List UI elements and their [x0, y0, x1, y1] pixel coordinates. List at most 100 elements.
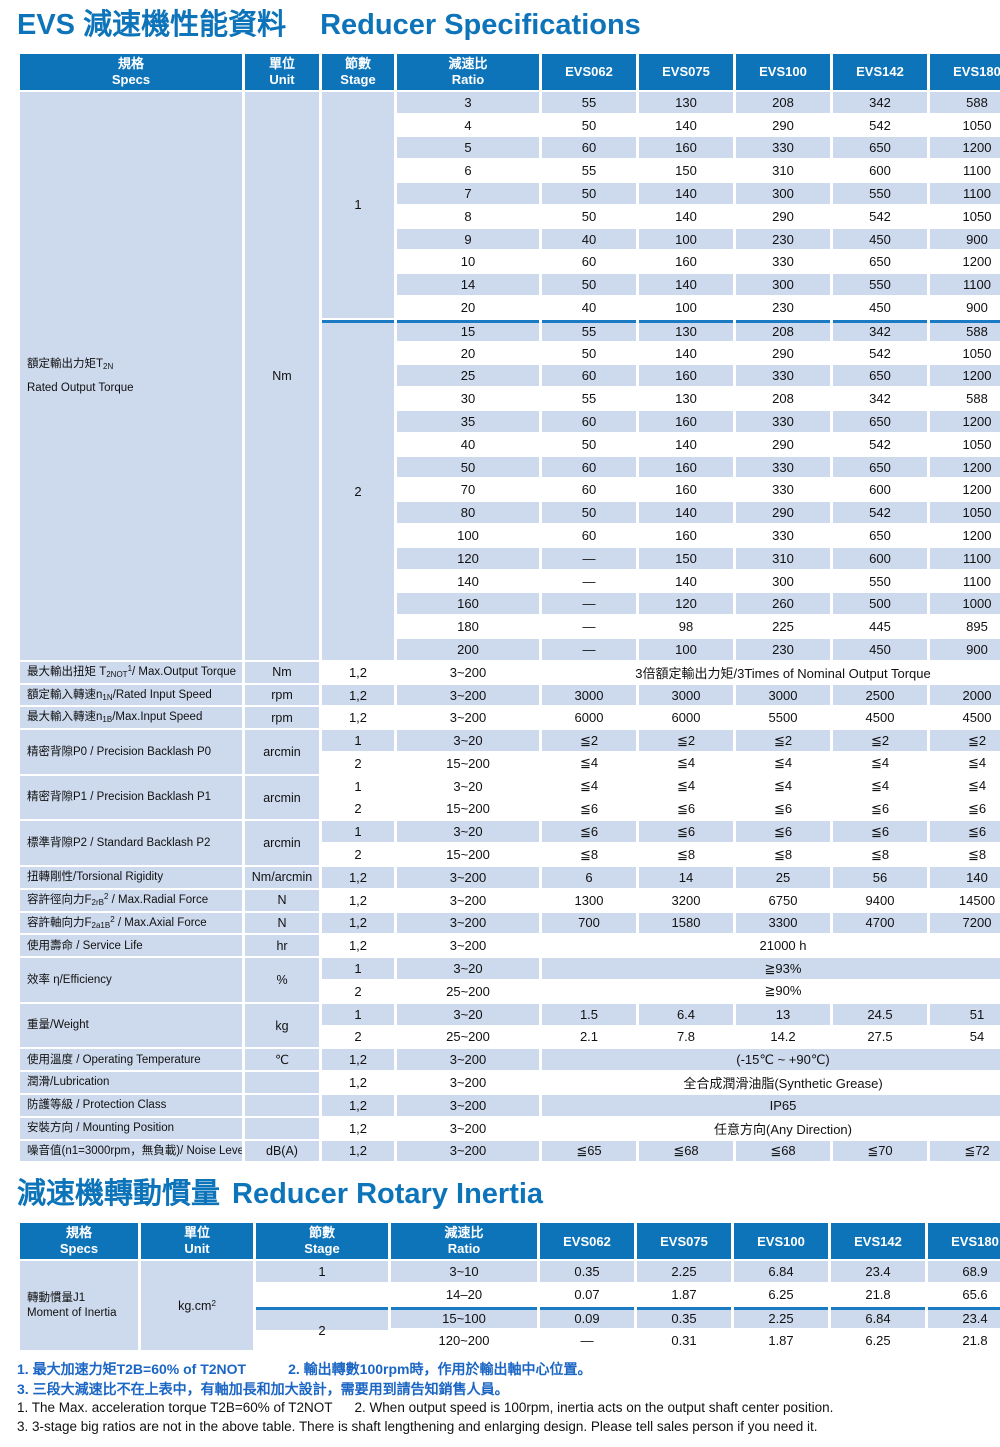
spec-row: 2 15~200 ≦8 ≦8 ≦8 ≦8 ≦8: [20, 844, 1000, 865]
value-cell: ≦4: [773, 778, 793, 794]
ratio-row: 160—120 260 500 1000: [20, 593, 1000, 615]
stage-cell: 2: [322, 319, 394, 660]
value-cell: 40: [542, 228, 636, 250]
value-cell: 14: [639, 866, 733, 888]
value-cell: 300: [736, 183, 830, 204]
spec-row: 精密背隙P1 / Precision Backlash P1 arcmin 1 3~2…: [20, 775, 1000, 820]
ratio-cell: 15~200: [446, 801, 490, 817]
page-title-zh: EVS 減速機性能資料: [17, 9, 287, 41]
spec-row: 精密背隙P0 / Precision Backlash P0 arcmin 1 3~2…: [20, 730, 1000, 774]
spec-row: 最大輸入轉速n1B/Max.Input Speed rpm 1,2 3~200 6000…: [20, 707, 1000, 729]
value-cell: 550: [869, 573, 891, 589]
value-cell: ≦68: [736, 1140, 830, 1162]
value-cell: 21.8: [962, 1332, 988, 1348]
value-cell: 50: [581, 117, 597, 133]
value-cell: 650: [833, 411, 927, 432]
ratio-cell: 30: [460, 391, 476, 407]
value-cell: 3000: [542, 684, 636, 706]
unit-cell: arcmin: [245, 821, 319, 865]
value-cell: 445: [869, 619, 891, 635]
spec-label-cell: 標準背隙P2 / Standard Backlash P2: [20, 821, 242, 865]
value-cell: ≦4: [676, 755, 696, 771]
ratio-row: 140 — 140 300 550 1100: [20, 571, 1000, 592]
value-cell: 1000: [930, 593, 1000, 615]
value-cell: 1200: [962, 254, 992, 270]
unit-cell: Nm: [245, 661, 319, 683]
ratio-cell: 3~200: [397, 1140, 539, 1162]
spec-label-text: 精密背隙P1 / Precision Backlash P1: [27, 791, 212, 804]
value-cell: 6.4: [639, 1003, 733, 1025]
ratio-cell: 35: [397, 411, 539, 432]
ratio-cell: 6: [464, 163, 472, 179]
spec-label-en: Moment of Inertia: [27, 1306, 117, 1319]
value-cell: 5500: [768, 710, 798, 726]
column-header-unit-zh: 單位: [268, 55, 295, 71]
value-cell: 450: [833, 639, 927, 660]
value-cell: ≦2: [639, 730, 733, 751]
inertia-title: 減速機轉動慣量 Reducer Rotary Inertia: [17, 1178, 997, 1211]
spec-label-cell: 最大輸入轉速n1B/Max.Input Speed: [20, 707, 242, 729]
value-cell: 4700: [833, 912, 927, 934]
column-header-ratio: 減速比 Ratio: [391, 1223, 537, 1260]
value-cell: 3300: [736, 912, 830, 934]
column-header-specs: 規格 Specs: [20, 53, 242, 90]
ratio-row: 7 50 140 300 550 1100: [20, 183, 1000, 204]
value-cell: 542: [869, 117, 891, 133]
value-cell: 6.84: [831, 1306, 925, 1328]
value-cell: 150: [639, 547, 733, 569]
unit-cell: kg.cm2: [141, 1261, 253, 1351]
column-header-stage: 節數 Stage: [256, 1223, 388, 1260]
unit-cell: arcmin: [245, 730, 319, 774]
value-cell: 330: [772, 482, 794, 498]
rotary-inertia-table: 規格 Specs 單位 Unit 節數 Stage 減速比 Ratio EVS062 EVS075…: [17, 1221, 1000, 1352]
value-cell: 0.09: [540, 1306, 634, 1328]
value-cell: 55: [542, 319, 636, 341]
stage-cell: 1,2: [322, 684, 394, 706]
ratio-cell: 3~200: [397, 866, 539, 888]
spec-row: 安裝方向 / Mounting Position 1,2 3~200 任意方向(Any…: [20, 1117, 1000, 1139]
page-title-en: Reducer Specifications: [320, 9, 641, 41]
stage-cell: [256, 1284, 388, 1305]
value-cell: 160: [675, 254, 697, 270]
value-cell: 140: [639, 274, 733, 296]
ratio-row: 6 55 150 310 600 1100: [20, 160, 1000, 181]
column-header-model: EVS142: [831, 1223, 925, 1260]
value-cell: 23.4: [831, 1261, 925, 1283]
value-cell: 2.1: [579, 1029, 599, 1045]
value-cell: 0.35: [637, 1306, 731, 1328]
value-cell: 342: [833, 319, 927, 341]
ratio-cell: 3~10: [391, 1261, 537, 1283]
value-cell: 290: [772, 117, 794, 133]
value-cell: 1200: [930, 456, 1000, 478]
spec-label-cell: 精密背隙P0 / Precision Backlash P0: [20, 730, 242, 774]
ratio-cell: 50: [397, 456, 539, 478]
spec-label-cell: 額定輸出力矩T2N Rated Output Torque: [20, 91, 242, 660]
column-header-model: EVS100: [736, 53, 830, 90]
value-cell: —: [582, 619, 596, 635]
unit-cell: [245, 1094, 319, 1116]
value-cell: ≦4: [773, 755, 793, 771]
value-cell: 230: [772, 299, 794, 315]
unit-cell: [245, 1072, 319, 1093]
ratio-cell: 8: [464, 208, 472, 224]
ratio-cell: 3~200: [449, 710, 487, 726]
ratio-cell: 3~20: [397, 1003, 539, 1025]
value-cell: 4500: [865, 710, 895, 726]
ratio-cell: 9: [397, 228, 539, 250]
value-cell: 60: [542, 365, 636, 387]
spec-label-cell: 最大輸出扭矩 T2NOT1/ Max.Output Torque: [20, 661, 242, 683]
value-cell: 23.4: [928, 1306, 1000, 1328]
spec-row: 額定輸入轉速n1N/Rated Input Speed rpm 1,2 3~200 30…: [20, 684, 1000, 706]
value-cell: 54: [969, 1029, 985, 1045]
ratio-row: 100 60 160 330 650 1200: [20, 525, 1000, 546]
value-cell: 55: [542, 91, 636, 113]
value-cell: 160: [675, 527, 697, 543]
value-cell: 1.87: [768, 1332, 794, 1348]
value-cell: 310: [736, 547, 830, 569]
value-cell: 100: [639, 639, 733, 660]
spec-label-zh: 轉動慣量J1: [27, 1292, 86, 1305]
value-cell: 600: [869, 163, 891, 179]
stage-cell: 1: [322, 958, 394, 979]
ratio-cell: 3~200: [397, 684, 539, 706]
unit-cell: dB(A): [245, 1140, 319, 1162]
